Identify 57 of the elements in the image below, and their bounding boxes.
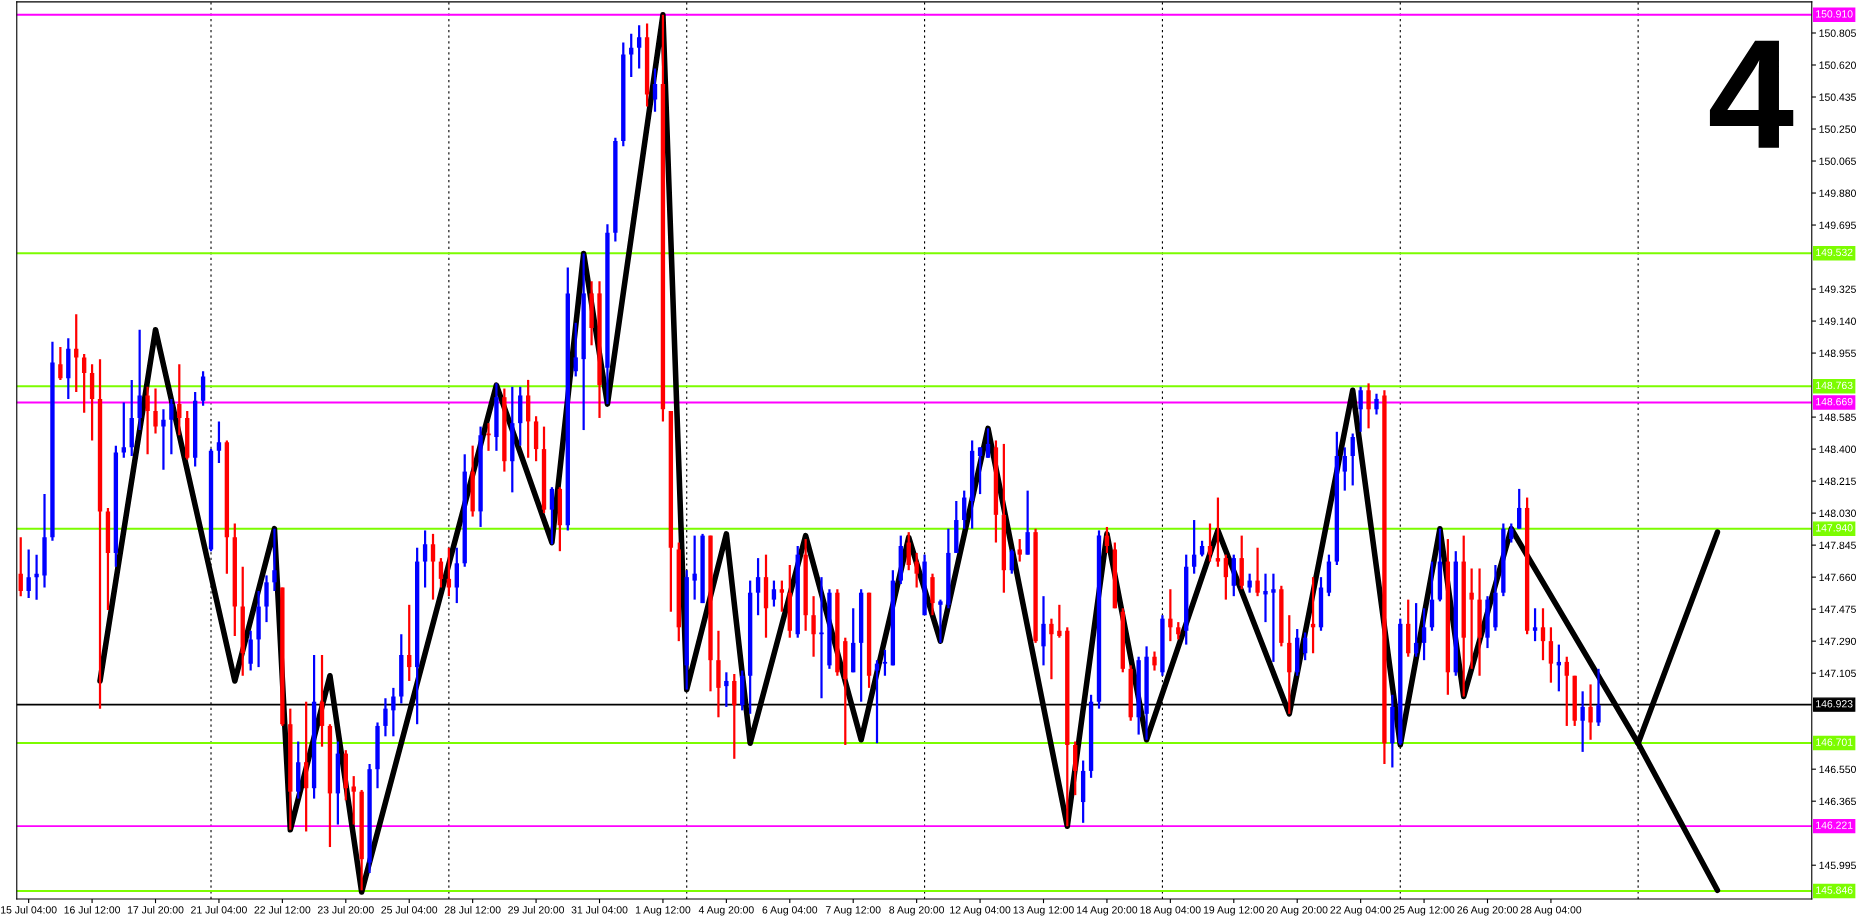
x-tick-label: 14 Aug 20:00: [1077, 906, 1138, 916]
ref-line-label: 149.532: [1816, 248, 1853, 257]
y-tick-label: 145.995: [1819, 861, 1856, 870]
ref-line-label: 147.940: [1816, 524, 1853, 532]
ref-line-label: 148.763: [1816, 381, 1853, 390]
x-tick-label: 6 Aug 04:00: [762, 906, 818, 916]
x-tick-label: 26 Aug 20:00: [1457, 906, 1518, 916]
ref-line-label: 150.910: [1816, 10, 1853, 18]
y-tick-label: 150.620: [1819, 61, 1856, 69]
x-tick-label: 22 Aug 04:00: [1330, 906, 1391, 916]
y-tick-label: 148.030: [1819, 509, 1856, 517]
x-tick-label: 25 Jul 04:00: [381, 905, 438, 914]
x-tick-label: 8 Aug 20:00: [889, 906, 945, 916]
y-tick-label: 150.435: [1819, 93, 1856, 101]
x-tick-label: 17 Jul 20:00: [127, 905, 184, 914]
x-tick-label: 22 Jul 12:00: [254, 905, 311, 914]
x-tick-label: 31 Jul 04:00: [571, 905, 628, 914]
y-tick-label: 149.695: [1819, 221, 1856, 229]
x-tick-label: 16 Jul 12:00: [64, 905, 121, 914]
y-tick-label: 147.105: [1819, 669, 1856, 678]
y-tick-label: 147.845: [1819, 541, 1856, 549]
ref-line-label: 146.221: [1816, 821, 1853, 829]
x-tick-label: 13 Aug 12:00: [1013, 906, 1074, 916]
ref-line-label: 146.701: [1816, 738, 1853, 746]
x-tick-label: 23 Jul 20:00: [317, 905, 374, 914]
x-tick-label: 21 Jul 04:00: [191, 905, 247, 914]
y-tick-label: 150.065: [1819, 157, 1856, 165]
x-tick-label: 12 Aug 04:00: [950, 906, 1011, 916]
ref-line-label: 148.669: [1816, 397, 1853, 406]
ref-line-label: 146.923: [1816, 700, 1853, 708]
x-tick-label: 1 Aug 12:00: [635, 906, 691, 916]
y-tick-label: 149.140: [1819, 317, 1856, 325]
y-tick-label: 148.215: [1819, 477, 1856, 485]
x-tick-label: 28 Aug 04:00: [1520, 906, 1582, 916]
x-tick-label: 4 Aug 20:00: [698, 906, 754, 916]
x-tick-label: 18 Aug 04:00: [1140, 906, 1201, 916]
annotation: 4: [1709, 40, 1794, 148]
x-tick-label: 15 Jul 04:00: [1, 905, 57, 914]
y-tick-label: 147.475: [1819, 605, 1856, 614]
y-tick-label: 147.660: [1819, 573, 1856, 582]
x-tick-label: 29 Jul 20:00: [508, 905, 565, 914]
y-tick-label: 147.290: [1819, 637, 1856, 646]
y-tick-label: 146.550: [1819, 765, 1856, 774]
y-tick-label: 149.325: [1819, 285, 1856, 293]
ref-line-label: 145.846: [1816, 886, 1853, 894]
x-tick-label: 25 Aug 12:00: [1393, 906, 1455, 916]
x-tick-label: 7 Aug 12:00: [825, 906, 881, 916]
y-tick-label: 148.400: [1819, 445, 1856, 453]
x-tick-label: 19 Aug 12:00: [1203, 906, 1265, 916]
y-tick-label: 148.585: [1819, 413, 1856, 421]
y-tick-label: 146.365: [1819, 797, 1856, 806]
y-tick-label: 149.880: [1819, 189, 1856, 197]
y-tick-label: 150.250: [1819, 125, 1856, 133]
y-tick-label: 150.805: [1819, 29, 1856, 37]
x-tick-label: 20 Aug 20:00: [1267, 906, 1328, 916]
x-tick-label: 28 Jul 12:00: [444, 905, 501, 914]
y-tick-label: 148.955: [1819, 349, 1856, 357]
